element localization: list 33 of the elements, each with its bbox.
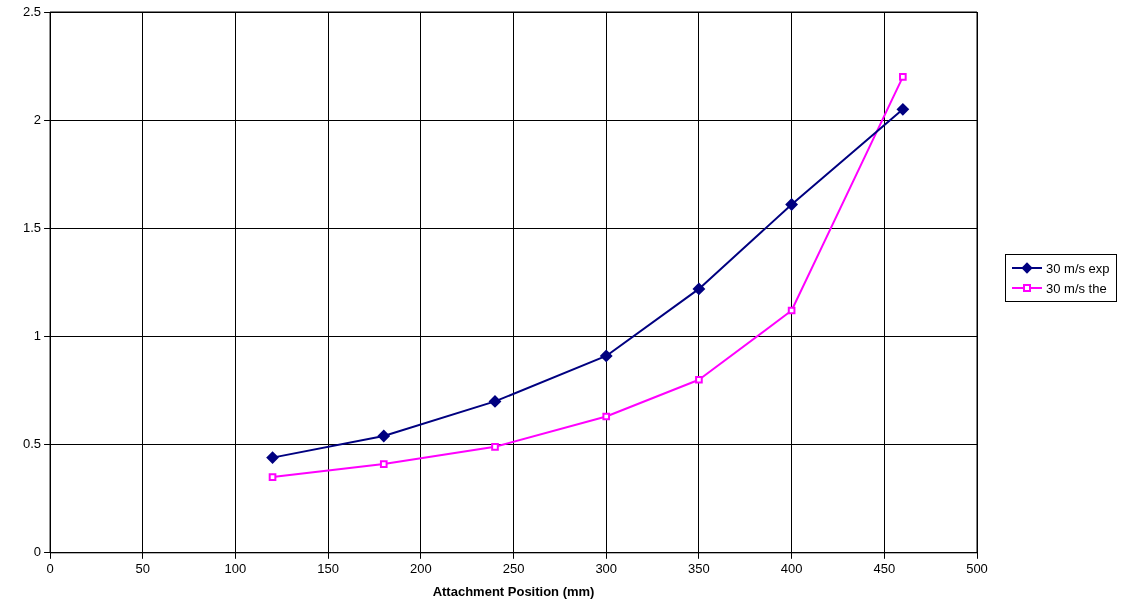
point — [377, 429, 390, 442]
legend-label: 30 m/s exp — [1046, 260, 1110, 276]
point — [692, 282, 705, 295]
x-tick-label: 300 — [595, 561, 618, 577]
y-tick-label: 2.5 — [22, 3, 42, 19]
point — [600, 349, 613, 362]
x-tick-label: 250 — [502, 561, 525, 577]
x-tick-label: 500 — [966, 561, 988, 577]
y-tick-label: 2 — [33, 111, 42, 127]
point — [489, 395, 501, 408]
point — [268, 473, 277, 481]
y-tick-label: 0.5 — [22, 436, 42, 452]
point — [266, 451, 279, 464]
point — [896, 103, 909, 116]
x-tick-label: 0 — [46, 561, 54, 577]
point — [899, 73, 907, 81]
x-tick-label: 100 — [224, 561, 247, 577]
x-tick-label: 350 — [688, 561, 710, 577]
point — [491, 442, 499, 451]
legend-label: 30 m/s the — [1046, 280, 1107, 296]
x-tick-label: 400 — [780, 561, 803, 577]
x-tick-label: 50 — [135, 561, 150, 577]
point — [695, 375, 703, 384]
x-axis-title: Attachment Position (mm) — [432, 583, 595, 599]
point — [785, 198, 798, 211]
x-tick-label: 200 — [409, 561, 432, 577]
point — [379, 460, 388, 468]
y-tick-label: 0 — [33, 544, 42, 560]
y-tick-label: 1 — [33, 328, 42, 344]
point — [602, 412, 611, 421]
x-tick-label: 150 — [317, 561, 339, 577]
y-tick-label: 1.5 — [22, 219, 42, 235]
x-tick-label: 450 — [873, 561, 896, 577]
